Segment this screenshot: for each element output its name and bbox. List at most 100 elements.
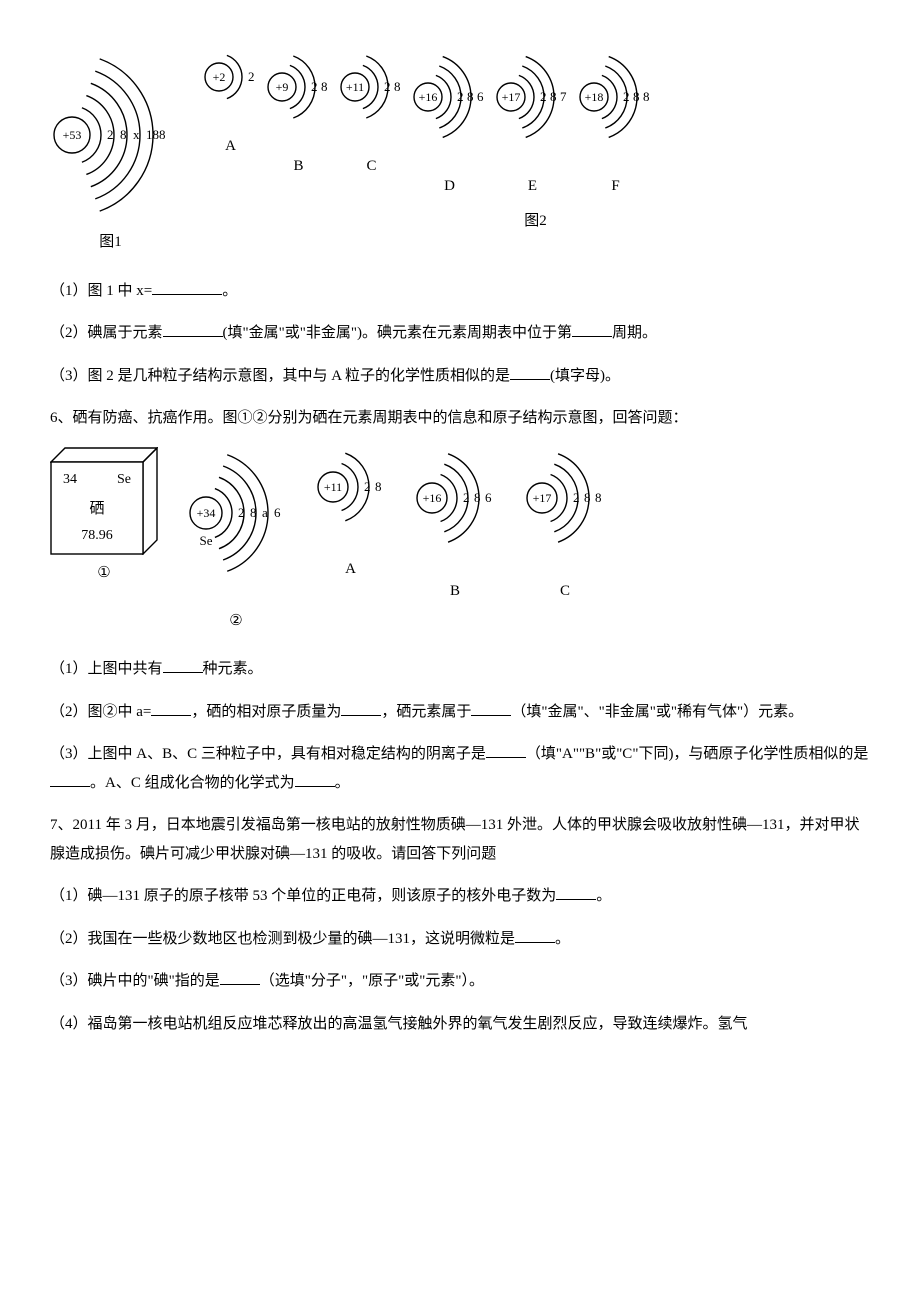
q6-atom-A: +1128A [314,447,387,584]
q6-cube-block: 34 Se 硒 78.96 ① [50,447,158,588]
svg-text:x: x [133,127,140,142]
atom-D: +16286D [410,50,489,201]
svg-text:78.96: 78.96 [81,528,113,543]
q6-p3-text-c: 。A、C 组成化合物的化学式为 [90,775,295,791]
q7-p2-text-b: 。 [555,931,570,947]
figure1-row: +5328x188 图1 +22A+928B+1128C+16286D+1728… [50,50,870,257]
atom-label: B [264,152,333,181]
q6-p2-text-d: （填"金属"、"非金属"或"稀有气体"）元素。 [511,704,803,720]
svg-text:8: 8 [375,479,382,494]
q5-p3-blank [510,364,550,380]
atom-label: D [410,172,489,201]
fig2-block: +22A+928B+1128C+16286D+17287E+18288F 图2 [201,50,870,235]
q6-p1-blank [163,657,203,673]
fig1-atom: +5328x188 [50,50,171,222]
q6-se-atom: +3428a6Se② [186,447,286,636]
svg-text:+34: +34 [197,506,216,520]
svg-text:+2: +2 [213,70,226,84]
q6-p2-blank2 [341,700,381,716]
q7-p1-blank [556,884,596,900]
q6-p3-blank3 [295,771,335,787]
svg-text:+17: +17 [533,491,552,505]
atom-label: E [493,172,572,201]
svg-text:2: 2 [107,127,114,142]
svg-text:8: 8 [321,79,328,94]
q6-atom-C: +17288C [523,447,607,606]
q6-p1: （1）上图中共有种元素。 [50,655,870,684]
q7-p2: （2）我国在一些极少数地区也检测到极少量的碘—131，这说明微粒是 。 [50,925,870,954]
svg-text:34: 34 [63,472,77,487]
q7-p2-blank [515,927,555,943]
q6-p3-blank2 [50,771,90,787]
svg-text:6: 6 [485,490,492,505]
q6-se-label: ② [186,607,286,636]
q6-p3: （3）上图中 A、B、C 三种粒子中，具有相对稳定结构的阴离子是（填"A""B"… [50,740,870,797]
svg-text:8: 8 [159,127,166,142]
atom-B: +928B [264,50,333,181]
svg-text:+16: +16 [423,491,442,505]
q6-p2-text-c: ，硒元素属于 [381,704,471,720]
q5-p3-text-a: （3）图 2 是几种粒子结构示意图，其中与 A 粒子的化学性质相似的是 [50,368,510,384]
q6-p2-blank3 [471,700,511,716]
q7-p1-text-a: （1）碘—131 原子的原子核带 53 个单位的正电荷，则该原子的核外电子数为 [50,888,556,904]
svg-text:6: 6 [477,89,484,104]
atom-E: +17287E [493,50,572,201]
q6-p3-blank1 [486,742,526,758]
q7-p1-text-b: 。 [596,888,611,904]
q5-p2-blank1 [163,321,223,337]
q6-p2: （2）图②中 a= ，硒的相对原子质量为 ，硒元素属于 （填"金属"、"非金属"或"稀… [50,698,870,727]
fig2-atoms-row: +22A+928B+1128C+16286D+17287E+18288F [201,50,870,201]
q5-p1-text-b: 。 [222,283,237,299]
atom-A: +2 2 A [201,50,260,161]
q6-p2-blank1 [151,700,191,716]
q5-p2: （2）碘属于元素(填"金属"或"非金属")。碘元素在元素周期表中位于第周期。 [50,319,870,348]
q5-p3-text-b: (填字母)。 [550,368,620,384]
svg-text:Se: Se [117,472,131,487]
q6-p2-text-b: ，硒的相对原子质量为 [191,704,341,720]
atom-F: +18288F [576,50,655,201]
q6-intro: 6、硒有防癌、抗癌作用。图①②分别为硒在元素周期表中的信息和原子结构示意图，回答… [50,404,870,433]
q7-intro: 7、2011 年 3 月，日本地震引发福岛第一核电站的放射性物质碘—131 外泄… [50,811,870,868]
svg-text:硒: 硒 [89,500,104,517]
svg-text:+53: +53 [63,128,82,142]
q6-p1-text-b: 种元素。 [203,661,263,677]
q6-cube-label: ① [50,559,158,588]
svg-text:8: 8 [643,89,650,104]
q7-p1: （1）碘—131 原子的原子核带 53 个单位的正电荷，则该原子的核外电子数为 。 [50,882,870,911]
q6-atoms-row: +1128A+16286B+17288C [314,447,607,606]
atom-label: A [201,132,260,161]
svg-text:2: 2 [248,69,255,84]
q5-p1-blank [152,279,222,295]
svg-text:Se: Se [200,533,213,548]
q7-p3-blank [220,969,260,985]
svg-text:8: 8 [595,490,602,505]
q6-atom-B: +16286B [413,447,497,606]
atom-label: C [523,577,607,606]
svg-text:+17: +17 [502,90,521,104]
q6-se-atom-wrap: +3428a6Se② [186,447,286,636]
q7-p3-text-a: （3）碘片中的"碘"指的是 [50,973,220,989]
svg-text:+11: +11 [346,80,364,94]
q7-p3: （3）碘片中的"碘"指的是 （选填"分子"，"原子"或"元素"）。 [50,967,870,996]
svg-text:+11: +11 [324,480,342,494]
q7-p3-text-b: （选填"分子"，"原子"或"元素"）。 [260,973,484,989]
q7-p4: （4）福岛第一核电站机组反应堆芯释放出的高温氢气接触外界的氧气发生剧烈反应，导致… [50,1010,870,1039]
atom-label: B [413,577,497,606]
svg-text:+16: +16 [419,90,438,104]
q6-cube: 34 Se 硒 78.96 [50,447,158,555]
svg-text:6: 6 [274,505,281,520]
q5-p3: （3）图 2 是几种粒子结构示意图，其中与 A 粒子的化学性质相似的是 (填字母)… [50,362,870,391]
svg-text:7: 7 [560,89,567,104]
q6-p3-text-b: （填"A""B"或"C"下同)，与硒原子化学性质相似的是 [526,746,869,762]
atom-label: C [337,152,406,181]
q6-p2-text-a: （2）图②中 a= [50,704,151,720]
q5-p1-text-a: （1）图 1 中 x= [50,283,152,299]
figure2-row: 34Se硒78.96 ① +3428a6Se② +1128A+16286B+17… [50,447,870,636]
q6-p3-text-d: 。 [335,775,350,791]
q7-p2-text-a: （2）我国在一些极少数地区也检测到极少量的碘—131，这说明微粒是 [50,931,515,947]
q5-p2-text-b: (填"金属"或"非金属")。碘元素在元素周期表中位于第 [223,325,573,341]
fig1-block: +5328x188 图1 [50,50,171,257]
q5-p2-text-c: 周期。 [612,325,657,341]
q5-p2-blank2 [572,321,612,337]
fig1-caption: 图1 [50,228,171,257]
